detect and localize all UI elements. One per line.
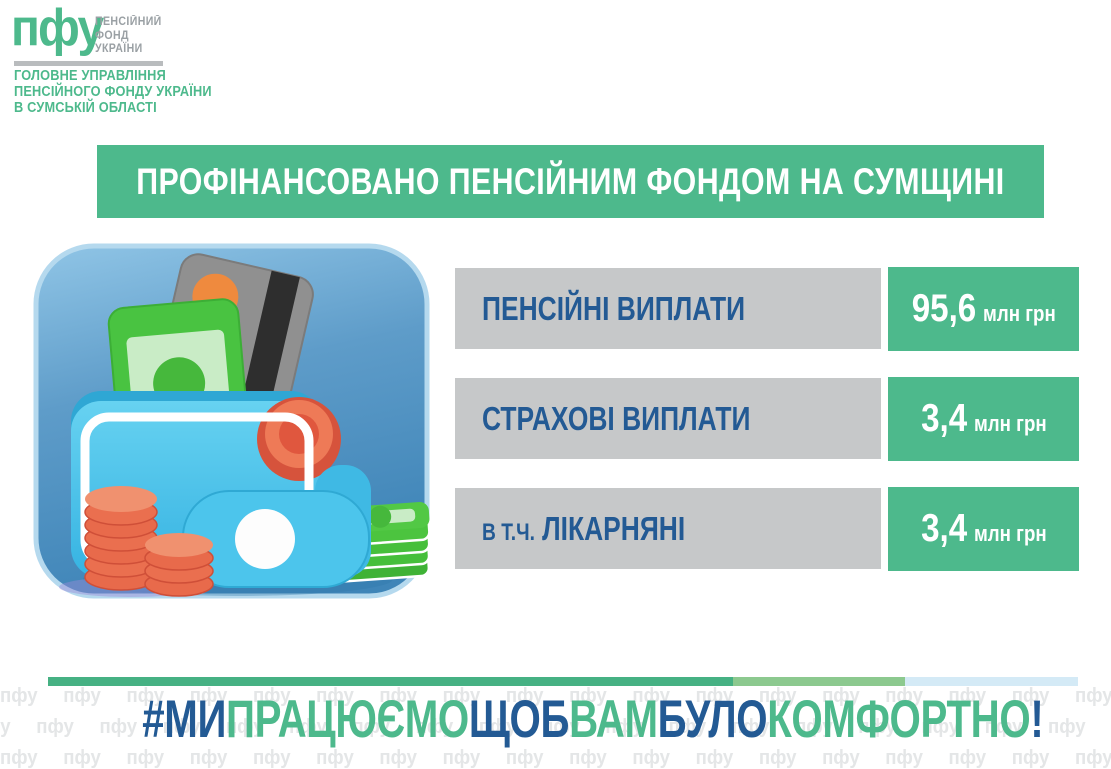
- hashtag-segment: ПРАЦЮЄМО: [226, 690, 469, 749]
- stripe-segment-light-green: [733, 677, 905, 686]
- hashtag-segment: БУЛО: [657, 690, 768, 749]
- value-unit: млн грн: [973, 411, 1047, 436]
- stripe-segment-light-blue: [905, 677, 1078, 686]
- row-label-prefix: В Т.Ч.: [482, 518, 535, 546]
- row-label-text: ПЕНСІЙНІ ВИПЛАТИ: [482, 289, 746, 327]
- watermark-row: пфу пфу пфу пфу пфу пфу пфу пфу пфу пфу …: [0, 747, 1111, 769]
- title-banner: ПРОФІНАНСОВАНО ПЕНСІЙНИМ ФОНДОМ НА СУМЩИ…: [97, 145, 1044, 218]
- logo-divider: [14, 61, 163, 66]
- logo-name-line: ФОНД: [95, 29, 129, 42]
- row-label-text: СТРАХОВІ ВИПЛАТИ: [482, 399, 751, 437]
- hashtag-segment: !: [1030, 690, 1044, 749]
- pfu-watermark-pattern: пфу пфу пфу пфу пфу пфу пфу пфу пфу пфу …: [0, 681, 1111, 769]
- value-unit: млн грн: [973, 521, 1047, 546]
- hashtag-segment: ВАМ: [569, 690, 658, 749]
- stripe-segment-green: [48, 677, 733, 686]
- org-name-line: ПЕНСІЙНОГО ФОНДУ УКРАЇНИ: [14, 84, 212, 100]
- row-pension-payments-label: ПЕНСІЙНІ ВИПЛАТИ: [455, 268, 881, 349]
- value-unit: млн грн: [982, 301, 1056, 326]
- watermark-row: пфу пфу пфу пфу пфу пфу пфу пфу пфу пфу …: [0, 685, 1111, 707]
- watermark-row: пфу пфу пфу пфу пфу пфу пфу пфу пфу пфу …: [0, 716, 1111, 738]
- pfu-logo-icon: пфу: [11, 0, 104, 57]
- row-insurance-payments-value: 3,4 млн грн: [888, 377, 1079, 461]
- row-label-text: ЛІКАРНЯНІ: [542, 509, 686, 547]
- logo-name-line: ПЕНСІЙНИЙ: [95, 16, 162, 28]
- logo-name: ПЕНСІЙНИЙ ФОНД УКРАЇНИ: [95, 16, 162, 57]
- page-title: ПРОФІНАНСОВАНО ПЕНСІЙНИМ ФОНДОМ НА СУМЩИ…: [136, 160, 1005, 202]
- footer-hashtag: #МИПРАЦЮЄМОЩОБВАМБУЛОКОМФОРТНО!: [0, 692, 1111, 748]
- hashtag-segment: ЩОБ: [468, 690, 570, 749]
- hashtag-segment: КОМФОРТНО: [767, 690, 1031, 749]
- row-sick-leave-value: 3,4 млн грн: [888, 487, 1079, 571]
- row-sick-leave-label: В Т.Ч. ЛІКАРНЯНІ: [455, 488, 881, 569]
- hashtag-segment: #МИ: [142, 690, 227, 749]
- wallet-money-icon: [33, 243, 431, 599]
- row-pension-payments-value: 95,6 млн грн: [888, 267, 1079, 351]
- row-insurance-payments-label: СТРАХОВІ ВИПЛАТИ: [455, 378, 881, 459]
- progress-stripe: [48, 677, 1078, 686]
- org-name-line: ГОЛОВНЕ УПРАВЛІННЯ: [14, 68, 166, 84]
- value-amount: 3,4: [920, 507, 967, 550]
- org-name: ГОЛОВНЕ УПРАВЛІННЯ ПЕНСІЙНОГО ФОНДУ УКРА…: [14, 68, 212, 116]
- value-amount: 3,4: [920, 397, 967, 440]
- logo-name-line: УКРАЇНИ: [95, 43, 143, 55]
- org-name-line: В СУМСЬКІЙ ОБЛАСТІ: [14, 100, 157, 116]
- value-amount: 95,6: [911, 287, 976, 330]
